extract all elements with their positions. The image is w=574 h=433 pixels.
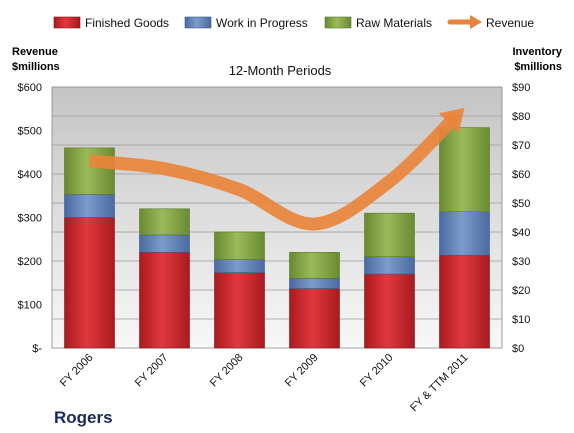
legend-label-revenue: Revenue xyxy=(486,16,534,30)
x-tick-label: FY 2009 xyxy=(283,352,321,390)
bar-finished-goods-fy-2008 xyxy=(214,272,265,349)
right-tick-label: $0 xyxy=(512,343,524,355)
bar-work-in-progress-fy-2008 xyxy=(214,259,265,273)
left-tick-label: $- xyxy=(32,343,42,355)
left-tick-label: $600 xyxy=(18,82,42,94)
right-tick-label: $30 xyxy=(512,256,530,268)
left-tick-label: $100 xyxy=(18,300,42,312)
bar-raw-materials-fy-2007 xyxy=(139,208,190,236)
x-tick-label: FY 2010 xyxy=(358,352,396,390)
bar-raw-materials-fy-2009 xyxy=(289,252,340,279)
right-tick-label: $60 xyxy=(512,169,530,181)
x-tick-label: FY 2007 xyxy=(133,352,171,390)
legend-item-revenue: Revenue xyxy=(447,15,534,30)
bar-finished-goods-fy-2006 xyxy=(64,217,115,349)
left-axis-label-line1: Revenue xyxy=(12,46,58,58)
bar-raw-materials-fy-2008 xyxy=(214,231,265,260)
right-tick-label: $70 xyxy=(512,140,530,152)
bar-work-in-progress-fy-2009 xyxy=(289,278,340,289)
revenue-line xyxy=(88,111,461,231)
legend-swatch-revenue-arrowhead xyxy=(470,15,482,29)
left-axis-ticks: $- $100 $200 $300 $400 $500 $600 xyxy=(18,82,43,355)
legend-label-raw-materials: Raw Materials xyxy=(356,16,432,30)
right-tick-label: $90 xyxy=(512,82,530,94)
right-axis-label-line1: Inventory xyxy=(512,46,562,58)
legend-swatch-work-in-progress xyxy=(184,16,212,29)
revenue-line-arrowhead xyxy=(438,107,465,134)
x-tick-label: FY 2008 xyxy=(208,352,246,390)
x-tick-label: FY & TTM 2011 xyxy=(408,352,471,415)
right-tick-label: $80 xyxy=(512,111,530,123)
legend-item-work-in-progress: Work in Progress xyxy=(184,16,308,30)
legend: Finished Goods Work in Progress Raw Mate… xyxy=(53,15,534,30)
bar-raw-materials-fy-2006 xyxy=(64,147,115,195)
company-name: Rogers xyxy=(54,408,113,427)
right-axis-ticks: $0 $10 $20 $30 $40 $50 $60 $70 $80 $90 xyxy=(512,82,530,355)
right-axis-label-line2: $millions xyxy=(514,61,562,73)
right-tick-label: $20 xyxy=(512,285,530,297)
chart-title: 12-Month Periods xyxy=(229,63,332,78)
bars xyxy=(64,127,490,349)
bar-work-in-progress-fy-ttm-2011 xyxy=(439,211,490,256)
right-tick-label: $50 xyxy=(512,198,530,210)
legend-item-finished-goods: Finished Goods xyxy=(53,16,169,30)
left-axis-label-line2: $millions xyxy=(12,61,60,73)
left-tick-label: $200 xyxy=(18,256,42,268)
bar-finished-goods-fy-ttm-2011 xyxy=(439,254,490,349)
legend-item-raw-materials: Raw Materials xyxy=(324,16,432,30)
right-tick-label: $10 xyxy=(512,314,530,326)
legend-label-finished-goods: Finished Goods xyxy=(85,16,169,30)
revenue-line-layer xyxy=(88,107,465,231)
legend-swatch-finished-goods xyxy=(53,16,81,29)
x-tick-label: FY 2006 xyxy=(58,352,96,390)
bar-finished-goods-fy-2007 xyxy=(139,252,190,349)
bar-work-in-progress-fy-2010 xyxy=(364,256,415,275)
bar-finished-goods-fy-2009 xyxy=(289,288,340,349)
x-axis-ticks: FY 2006 FY 2007 FY 2008 FY 2009 FY 2010 FY & … xyxy=(58,352,471,415)
legend-label-work-in-progress: Work in Progress xyxy=(216,16,308,30)
bar-finished-goods-fy-2010 xyxy=(364,273,415,349)
left-tick-label: $500 xyxy=(18,126,42,138)
bar-work-in-progress-fy-2006 xyxy=(64,194,115,218)
left-tick-label: $300 xyxy=(18,213,42,225)
bar-raw-materials-fy-ttm-2011 xyxy=(439,127,490,212)
bar-raw-materials-fy-2010 xyxy=(364,212,415,257)
legend-swatch-raw-materials xyxy=(324,16,352,29)
left-tick-label: $400 xyxy=(18,169,42,181)
right-tick-label: $40 xyxy=(512,227,530,239)
bar-work-in-progress-fy-2007 xyxy=(139,234,190,253)
